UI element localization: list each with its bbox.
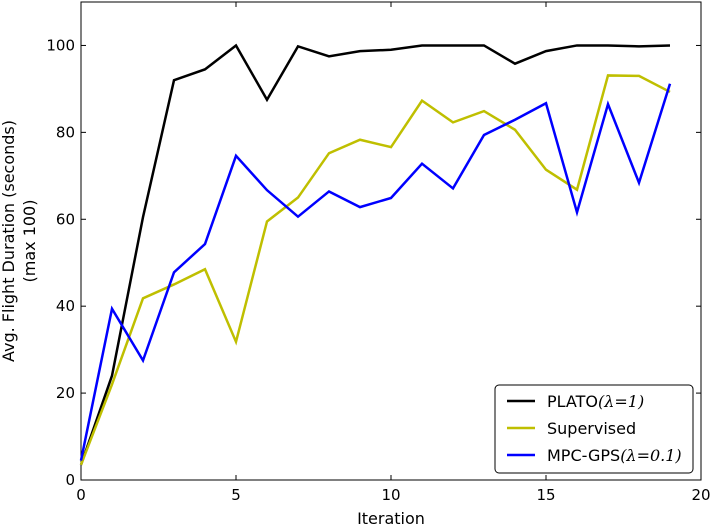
legend-entry-name: PLATO (547, 392, 598, 411)
y-axis-label-line-2: (max 100) (20, 200, 39, 283)
legend-entry-label: Supervised (547, 419, 636, 438)
y-axis-label: Avg. Flight Duration (seconds) (0, 120, 18, 362)
legend: PLATO(λ=1) Supervised MPC-GPS(λ=0.1) (494, 384, 694, 474)
series-line-plato (79, 43, 671, 466)
y-tick-label: 80 (56, 123, 75, 141)
x-tick-label: 0 (76, 486, 86, 504)
legend-entry-name: Supervised (547, 419, 636, 438)
y-tick-label: 100 (46, 36, 75, 54)
legend-entry-label: MPC-GPS(λ=0.1) (547, 446, 682, 465)
legend-box (494, 384, 694, 474)
legend-entry-name: MPC-GPS (547, 446, 620, 465)
x-tick-label: 20 (691, 486, 710, 504)
legend-entry-param: (λ=0.1) (620, 446, 681, 465)
y-tick-label: 0 (65, 471, 75, 489)
legend-entry-param: (λ=1) (598, 392, 644, 411)
series-line-supervised (79, 74, 671, 466)
y-tick-label: 60 (56, 210, 75, 228)
x-axis-label: Iteration (357, 509, 425, 525)
series-lines (79, 43, 672, 466)
x-tick-label: 10 (381, 486, 400, 504)
x-tick-label: 15 (536, 486, 555, 504)
y-axis-label-sub: (max 100) (20, 200, 39, 283)
axes: 0 5 10 15 20 0 20 40 60 80 100 (46, 1, 711, 504)
y-axis-label-line-1: Avg. Flight Duration (seconds) (0, 120, 18, 362)
series-line-mpc-gps (79, 83, 672, 461)
x-tick-label: 5 (231, 486, 241, 504)
y-tick-label: 20 (56, 384, 75, 402)
y-tick-label: 40 (56, 297, 75, 315)
legend-entry-label: PLATO(λ=1) (547, 392, 644, 411)
